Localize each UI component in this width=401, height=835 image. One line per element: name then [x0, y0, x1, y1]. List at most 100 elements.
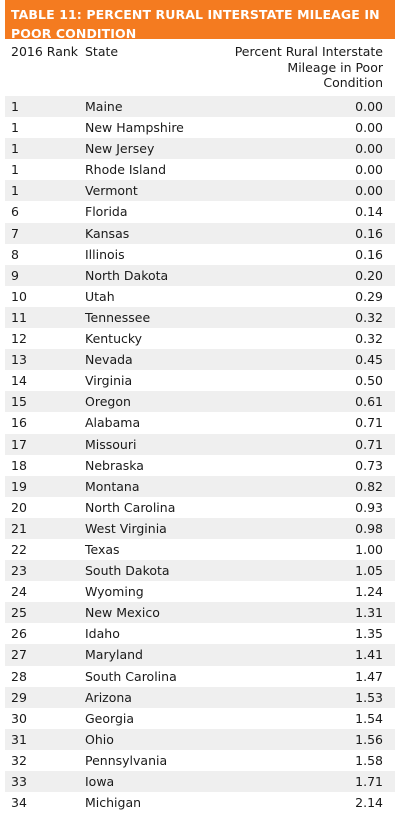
- state-cell: Wyoming: [85, 584, 144, 600]
- state-cell: Texas: [85, 541, 120, 557]
- value-cell: 0.00: [355, 183, 383, 199]
- value-cell: 0.00: [355, 162, 383, 178]
- table-body: 1 Maine 0.00 1 New Hampshire 0.00 1 New Jersey 0…: [5, 96, 395, 814]
- table-row: 6 Florida 0.14: [5, 201, 395, 223]
- state-cell: Georgia: [85, 710, 135, 726]
- state-cell: Maine: [85, 99, 123, 114]
- value-cell: 1.47: [355, 668, 383, 684]
- value-cell: 0.61: [355, 394, 383, 410]
- value-cell: 0.98: [355, 520, 383, 536]
- value-cell: 1.05: [355, 563, 383, 579]
- rank-cell: 29: [11, 689, 27, 705]
- value-cell: 0.00: [355, 120, 383, 136]
- state-cell: Rhode Island: [85, 162, 167, 178]
- table-row: 18 Nebraska 0.73: [5, 454, 395, 476]
- state-cell: North Dakota: [85, 267, 169, 283]
- state-cell: South Dakota: [85, 563, 170, 579]
- table-row: 27 Maryland 1.41: [5, 644, 395, 666]
- rank-cell: 23: [11, 563, 27, 579]
- table-row: 34 Michigan 2.14: [5, 792, 395, 814]
- state-cell: West Virginia: [85, 520, 167, 536]
- state-cell: Iowa: [85, 774, 115, 789]
- rank-cell: 31: [11, 731, 27, 747]
- table-row: 12 Kentucky 0.32: [5, 328, 395, 350]
- table-row: 32 Pennsylvania 1.58: [5, 749, 395, 771]
- table-row: 16 Alabama 0.71: [5, 412, 395, 434]
- rank-cell: 9: [11, 267, 19, 283]
- state-cell: Pennsylvania: [85, 752, 168, 768]
- table-row: 15 Oregon 0.61: [5, 391, 395, 413]
- table-row: 24 Wyoming 1.24: [5, 581, 395, 603]
- value-cell: 0.32: [355, 331, 383, 347]
- rank-cell: 1: [11, 120, 19, 136]
- table-row: 22 Texas 1.00: [5, 538, 395, 561]
- rank-cell: 6: [11, 204, 19, 220]
- value-cell: 0.73: [355, 457, 383, 473]
- state-cell: Kansas: [85, 225, 130, 241]
- value-cell: 1.56: [355, 731, 383, 747]
- table-row: 9 North Dakota 0.20: [5, 264, 395, 286]
- state-cell: Arizona: [85, 689, 132, 705]
- value-cell: 2.14: [355, 795, 383, 811]
- rank-cell: 25: [11, 605, 27, 621]
- table-row: 1 New Hampshire 0.00: [5, 117, 395, 139]
- rank-cell: 21: [11, 520, 27, 536]
- state-cell: New Jersey: [85, 141, 155, 157]
- table-row: 1 Vermont 0.00: [5, 180, 395, 202]
- rank-cell: 12: [11, 331, 27, 347]
- rank-cell: 15: [11, 394, 27, 410]
- rank-cell: 14: [11, 373, 27, 389]
- value-cell: 0.71: [355, 415, 383, 431]
- table-row: 23 South Dakota 1.05: [5, 560, 395, 582]
- table-row: 7 Kansas 0.16: [5, 222, 395, 244]
- table-title: TABLE 11: PERCENT RURAL INTERSTATE MILEA…: [5, 0, 395, 41]
- value-cell: 0.50: [355, 373, 383, 389]
- value-cell: 1.58: [355, 752, 383, 768]
- value-cell: 1.35: [355, 626, 383, 642]
- state-cell: Alabama: [85, 415, 141, 431]
- value-cell: 0.14: [355, 204, 383, 220]
- rank-cell: 28: [11, 668, 27, 684]
- value-cell: 0.32: [355, 309, 383, 325]
- rank-cell: 32: [11, 752, 27, 768]
- table-row: 30 Georgia 1.54: [5, 707, 395, 729]
- state-cell: Nebraska: [85, 457, 144, 473]
- state-cell: Oregon: [85, 394, 131, 410]
- rank-cell: 26: [11, 626, 27, 642]
- value-cell: 0.00: [355, 141, 383, 157]
- rank-cell: 18: [11, 457, 27, 473]
- state-cell: Idaho: [85, 626, 120, 642]
- header-state: State: [85, 44, 119, 59]
- header-value: Percent Rural Interstate Mileage in Poor…: [234, 44, 383, 90]
- header-rank: 2016 Rank: [11, 44, 79, 59]
- rank-cell: 17: [11, 436, 27, 452]
- table-row: 31 Ohio 1.56: [5, 728, 395, 750]
- value-cell: 1.53: [355, 689, 383, 705]
- state-cell: Maryland: [85, 647, 143, 663]
- table-row: 33 Iowa 1.71: [5, 771, 395, 793]
- rank-cell: 1: [11, 183, 19, 199]
- state-cell: Michigan: [85, 795, 142, 811]
- table-container: TABLE 11: PERCENT RURAL INTERSTATE MILEA…: [5, 0, 395, 814]
- rank-cell: 22: [11, 541, 27, 557]
- table-row: 19 Montana 0.82: [5, 475, 395, 497]
- state-cell: Kentucky: [85, 331, 143, 347]
- table-row: 1 Rhode Island 0.00: [5, 159, 395, 181]
- rank-cell: 16: [11, 415, 27, 431]
- table-row: 14 Virginia 0.50: [5, 370, 395, 392]
- rank-cell: 8: [11, 246, 19, 262]
- state-cell: Montana: [85, 478, 140, 494]
- value-cell: 0.16: [355, 225, 383, 241]
- table-row: 1 Maine 0.00: [5, 96, 395, 118]
- state-cell: Florida: [85, 204, 128, 220]
- value-cell: 0.93: [355, 499, 383, 515]
- value-cell: 1.54: [355, 710, 383, 726]
- value-cell: 0.20: [355, 267, 383, 283]
- state-cell: New Hampshire: [85, 120, 184, 136]
- table-row: 20 North Carolina 0.93: [5, 496, 395, 518]
- rank-cell: 33: [11, 774, 27, 789]
- table-row: 29 Arizona 1.53: [5, 686, 395, 708]
- rank-cell: 7: [11, 225, 19, 241]
- value-cell: 1.41: [355, 647, 383, 663]
- rank-cell: 1: [11, 99, 19, 114]
